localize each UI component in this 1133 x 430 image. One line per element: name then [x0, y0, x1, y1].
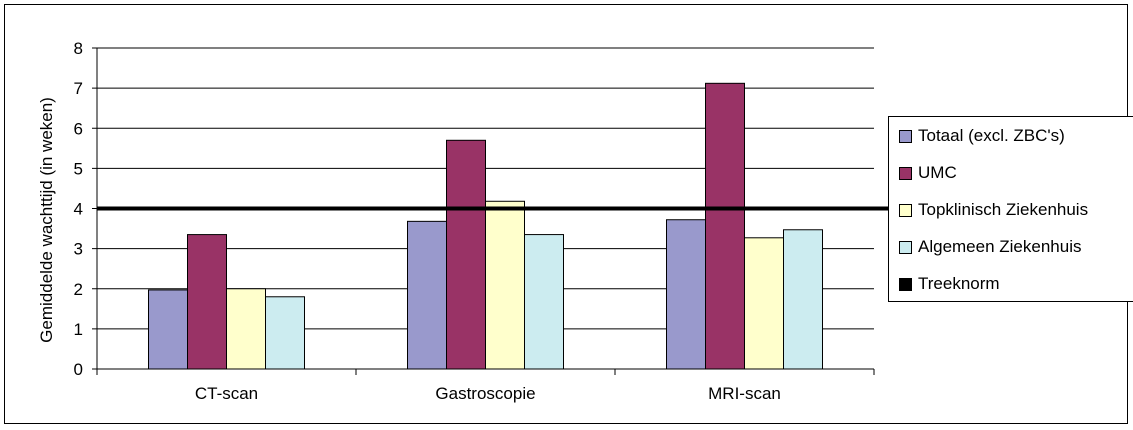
legend-swatch — [899, 240, 912, 254]
legend-label: Treeknorm — [918, 274, 1000, 293]
y-tick-label: 0 — [74, 360, 83, 379]
y-axis-title: Gemiddelde wachttijd (in weken) — [37, 97, 56, 343]
bar — [666, 219, 706, 370]
bar — [783, 229, 823, 370]
x-axis-tick-labels: CT-scan Gastroscopie MRI-scan — [195, 384, 781, 403]
y-axis-tick-labels: 0 1 2 3 4 5 6 7 8 — [74, 39, 97, 379]
legend-label: Topklinisch Ziekenhuis — [918, 200, 1089, 219]
legend-swatch — [899, 166, 912, 180]
legend-swatch — [899, 129, 912, 143]
x-tick-label: MRI-scan — [708, 384, 781, 403]
legend-label: Algemeen Ziekenhuis — [918, 237, 1082, 256]
bars — [148, 82, 823, 370]
bar — [407, 220, 447, 370]
y-tick-label: 5 — [74, 159, 83, 178]
legend-item: Algemeen Ziekenhuis — [899, 236, 1081, 258]
y-tick-label: 6 — [74, 119, 83, 138]
legend-swatch — [899, 277, 912, 291]
bar — [148, 289, 188, 370]
bar — [485, 200, 525, 370]
y-tick-label: 4 — [74, 200, 83, 219]
bar — [744, 237, 784, 370]
legend-item: Totaal (excl. ZBC's) — [899, 125, 1065, 147]
y-tick-label: 8 — [74, 39, 83, 58]
bar — [265, 296, 305, 370]
bar — [524, 234, 564, 370]
legend-item: UMC — [899, 162, 957, 184]
legend-label: UMC — [918, 163, 957, 182]
legend-item: Topklinisch Ziekenhuis — [899, 199, 1088, 221]
x-tick-label: Gastroscopie — [435, 384, 535, 403]
bar — [226, 288, 266, 370]
y-tick-label: 2 — [74, 280, 83, 299]
x-tick-label: CT-scan — [195, 384, 258, 403]
legend-item: Treeknorm — [899, 273, 1000, 295]
bar — [446, 139, 486, 370]
bar — [705, 82, 745, 370]
legend-label: Totaal (excl. ZBC's) — [918, 126, 1065, 145]
y-tick-label: 1 — [74, 320, 83, 339]
legend: Totaal (excl. ZBC's) UMC Topklinisch Zieke… — [888, 116, 1133, 302]
y-tick-label: 3 — [74, 240, 83, 259]
bar — [187, 234, 227, 370]
legend-swatch — [899, 203, 912, 217]
y-tick-label: 7 — [74, 79, 83, 98]
